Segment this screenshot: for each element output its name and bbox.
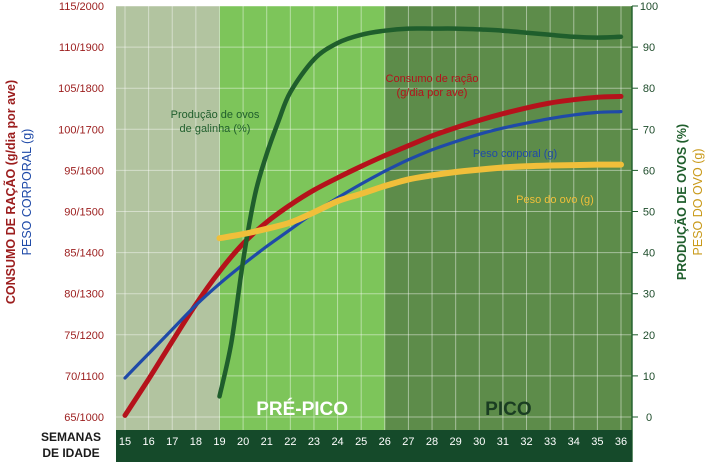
x-tick-29: 29 [450, 436, 462, 448]
left-tick-4: 85/1400 [64, 248, 104, 260]
x-tick-16: 16 [142, 436, 154, 448]
x-tick-28: 28 [426, 436, 438, 448]
x-tick-19: 19 [213, 436, 225, 448]
left-tick-10: 115/2000 [59, 1, 104, 13]
right-tick-30: 30 [643, 289, 655, 301]
series-line-2 [217, 26, 624, 399]
x-axis-band [116, 430, 632, 462]
y-axis-right-title-egg-weight: PESO DO OVO (g) [691, 149, 705, 256]
right-tick-10: 10 [643, 371, 655, 383]
annotation-feed-line2: (g/dia por ave) [397, 87, 468, 99]
x-tick-32: 32 [520, 436, 532, 448]
left-tick-0: 65/1000 [64, 412, 104, 424]
x-tick-labels: 15 16 17 18 19 20 21 22 23 24 25 26 27 28 29 30 31 32 33 34… [119, 436, 627, 448]
y-axis-right-title-production: PRODUÇÃO DE OVOS (%) [674, 124, 689, 280]
x-tick-33: 33 [544, 436, 556, 448]
series-line-1 [123, 110, 623, 380]
series-lines [122, 26, 624, 418]
right-tick-0: 0 [646, 412, 652, 424]
x-tick-25: 25 [355, 436, 367, 448]
x-tick-20: 20 [237, 436, 249, 448]
grid-lines [116, 5, 638, 462]
right-tick-100: 100 [640, 1, 658, 13]
annotation-feed-line1: Consumo de ração [386, 73, 479, 85]
annotation-egg-weight: Peso do ovo (g) [516, 194, 594, 206]
x-tick-30: 30 [473, 436, 485, 448]
right-tick-labels: 0 10 20 30 40 50 60 70 80 90 100 [640, 1, 658, 424]
zone-labels: PRÉ-PICO PICO [256, 398, 531, 420]
zone-2 [384, 6, 632, 430]
x-tick-27: 27 [402, 436, 414, 448]
left-tick-8: 105/1800 [58, 83, 104, 95]
series-line-0 [122, 93, 624, 418]
right-tick-50: 50 [643, 207, 655, 219]
left-tick-3: 80/1300 [64, 289, 104, 301]
x-tick-31: 31 [497, 436, 509, 448]
zone-label-2: PICO [485, 399, 531, 420]
x-tick-21: 21 [261, 436, 273, 448]
left-tick-labels: 65/1000 70/1100 75/1200 80/1300 85/1400 90/15… [58, 1, 104, 424]
zone-label-1: PRÉ-PICO [256, 398, 348, 420]
left-tick-7: 100/1700 [58, 124, 104, 136]
right-tick-20: 20 [643, 330, 655, 342]
right-tick-90: 90 [643, 42, 655, 54]
left-tick-6: 95/1600 [64, 165, 104, 177]
annotation-bodyweight: Peso corporal (g) [473, 148, 557, 160]
y-axis-left-title-bodyweight: PESO CORPORAL (g) [20, 129, 34, 256]
zone-0 [116, 6, 220, 430]
x-tick-36: 36 [615, 436, 627, 448]
annotation-production-line2: de galinha (%) [180, 123, 251, 135]
left-tick-1: 70/1100 [65, 371, 104, 383]
left-tick-5: 90/1500 [64, 207, 104, 219]
series-line-3 [216, 161, 624, 242]
x-tick-17: 17 [166, 436, 178, 448]
x-tick-35: 35 [591, 436, 603, 448]
annotation-production-line1: Produção de ovos [171, 109, 260, 121]
right-tick-70: 70 [643, 124, 655, 136]
left-tick-9: 110/1900 [59, 42, 104, 54]
x-tick-24: 24 [331, 436, 343, 448]
x-tick-22: 22 [284, 436, 296, 448]
series-annotations: Consumo de ração (g/dia por ave) Peso corp… [171, 73, 594, 206]
x-tick-23: 23 [308, 436, 320, 448]
x-tick-26: 26 [379, 436, 391, 448]
x-axis-title-line2: DE IDADE [42, 446, 99, 460]
left-tick-2: 75/1200 [64, 330, 104, 342]
y-axis-left-title-feed: CONSUMO DE RAÇÃO (g/dia por ave) [3, 80, 18, 304]
x-tick-18: 18 [190, 436, 202, 448]
x-tick-34: 34 [568, 436, 580, 448]
right-tick-60: 60 [643, 165, 655, 177]
right-tick-80: 80 [643, 83, 655, 95]
x-tick-15: 15 [119, 436, 131, 448]
right-tick-40: 40 [643, 248, 655, 260]
background-zones [116, 6, 632, 430]
x-axis-title-line1: SEMANAS [41, 430, 101, 444]
